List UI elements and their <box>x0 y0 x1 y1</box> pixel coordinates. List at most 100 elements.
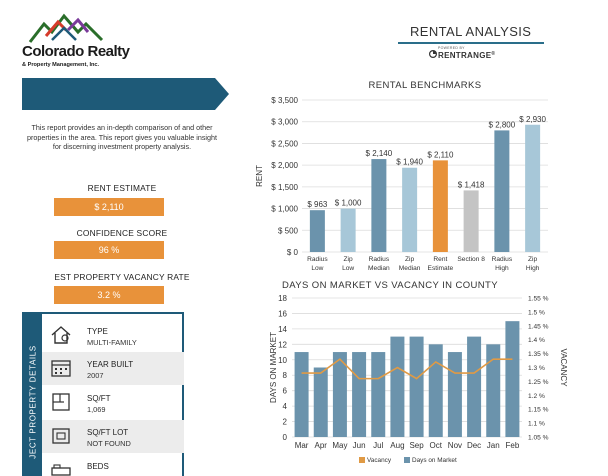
bar <box>313 367 328 437</box>
bar <box>432 160 448 252</box>
bar <box>371 352 386 437</box>
x-tick-label: Low <box>342 265 354 272</box>
intro-text: This report provides an in-depth compari… <box>26 123 218 152</box>
data-label: $ 1,000 <box>335 199 362 208</box>
x-tick-label: Median <box>368 265 390 272</box>
y2-tick-label: 1.25 % <box>528 379 549 386</box>
y-tick-label: $ 3,500 <box>271 96 298 105</box>
y2-tick-label: 1.2 % <box>528 393 545 400</box>
y-tick-label: 0 <box>283 433 288 442</box>
x-tick-label: Dec <box>467 441 481 450</box>
chart-title: RENTAL BENCHMARKS <box>369 80 482 91</box>
x-tick-label: Jan <box>487 441 500 450</box>
bar <box>494 130 510 252</box>
detail-row-beds: BEDS <box>42 454 184 476</box>
x-tick-label: Jul <box>373 441 383 450</box>
x-tick-label: High <box>526 265 540 272</box>
y2-tick-label: 1.4 % <box>528 337 545 344</box>
detail-value: 1,069 <box>87 405 106 414</box>
bar <box>309 210 325 252</box>
bed-icon <box>51 464 71 476</box>
y-tick-label: $ 1,000 <box>271 205 298 214</box>
legend-swatch-days <box>404 457 410 463</box>
bar <box>486 344 501 437</box>
y-tick-label: $ 3,000 <box>271 118 298 127</box>
x-tick-label: Zip <box>528 256 537 263</box>
data-label: $ 2,800 <box>489 120 516 129</box>
detail-label: TYPE <box>87 327 108 336</box>
company-logo: Colorado Realty & Property Management, I… <box>22 10 142 70</box>
house-icon <box>51 326 71 344</box>
y-tick-label: 8 <box>283 371 288 380</box>
bar <box>428 344 443 437</box>
x-tick-label: Radius <box>369 256 390 263</box>
y-axis-label: RENT <box>255 165 264 187</box>
x-tick-label: Median <box>399 265 421 272</box>
x-tick-label: Jun <box>353 441 366 450</box>
y-tick-label: $ 2,000 <box>271 161 298 170</box>
bar <box>294 352 309 437</box>
header-banner <box>22 78 215 110</box>
data-label: $ 1,940 <box>396 158 423 167</box>
detail-label: BEDS <box>87 462 109 471</box>
x-tick-label: Low <box>311 265 323 272</box>
y2-tick-label: 1.45 % <box>528 323 549 330</box>
y2-tick-label: 1.55 % <box>528 296 549 303</box>
data-label: $ 1,418 <box>458 180 485 189</box>
y-tick-label: $ 500 <box>278 226 299 235</box>
x-tick-label: Estimate <box>428 265 454 272</box>
legend-label: Vacancy <box>367 457 392 464</box>
y-tick-label: 10 <box>278 356 287 365</box>
legend-swatch-vacancy <box>359 457 365 463</box>
bar <box>390 336 405 437</box>
bar <box>340 208 356 252</box>
y2-tick-label: 1.3 % <box>528 365 545 372</box>
bar <box>505 321 520 437</box>
x-tick-label: Oct <box>430 441 443 450</box>
rent-estimate-value: $ 2,110 <box>54 198 164 216</box>
detail-row-type: TYPE MULTI-FAMILY <box>42 319 184 352</box>
detail-value: MULTI-FAMILY <box>87 338 137 347</box>
x-tick-label: High <box>495 265 509 272</box>
vacancy-rate-value: 3.2 % <box>54 286 164 304</box>
y-tick-label: $ 0 <box>287 248 299 257</box>
detail-value: 2007 <box>87 371 104 380</box>
x-tick-label: Radius <box>492 256 513 263</box>
x-tick-label: Mar <box>295 441 309 450</box>
bar <box>409 336 424 437</box>
y-tick-label: 6 <box>283 387 288 396</box>
detail-value: NOT FOUND <box>87 439 131 448</box>
vacancy-rate-label: EST PROPERTY VACANCY RATE <box>54 272 190 282</box>
x-tick-label: May <box>332 441 347 450</box>
calendar-icon <box>51 360 71 377</box>
y-tick-label: 16 <box>278 309 287 318</box>
x-tick-label: Zip <box>344 256 353 263</box>
x-tick-label: Rent <box>433 256 447 263</box>
y-tick-label: 14 <box>278 325 287 334</box>
x-tick-label: Radius <box>307 256 328 263</box>
rental-analysis-title: RENTAL ANALYSIS <box>410 24 532 39</box>
confidence-score-label: CONFIDENCE SCORE <box>76 228 168 238</box>
bar <box>447 352 462 437</box>
detail-label: SQ/FT <box>87 394 111 403</box>
rentrange-brand: RENTRANGE® <box>438 51 496 60</box>
y-tick-label: 2 <box>283 418 288 427</box>
y2-axis-label: VACANCY <box>559 348 568 387</box>
y2-tick-label: 1.05 % <box>528 435 549 442</box>
property-details-panel: JECT PROPERTY DETAILS TYPE MULTI-FAMILY … <box>22 312 184 476</box>
detail-row-sqft-lot: SQ/FT LOT NOT FOUND <box>42 420 184 453</box>
legend-label: Days on Market <box>412 457 457 464</box>
company-name: Colorado Realty <box>22 43 130 60</box>
x-tick-label: Nov <box>448 441 462 450</box>
x-tick-label: Aug <box>390 441 404 450</box>
bar <box>467 336 482 437</box>
detail-label: YEAR BUILT <box>87 360 134 369</box>
y2-tick-label: 1.1 % <box>528 421 545 428</box>
bar <box>463 190 479 252</box>
x-tick-label: Zip <box>405 256 414 263</box>
bar <box>332 352 347 437</box>
rentrange-logo-icon <box>429 50 437 58</box>
y2-tick-label: 1.35 % <box>528 351 549 358</box>
